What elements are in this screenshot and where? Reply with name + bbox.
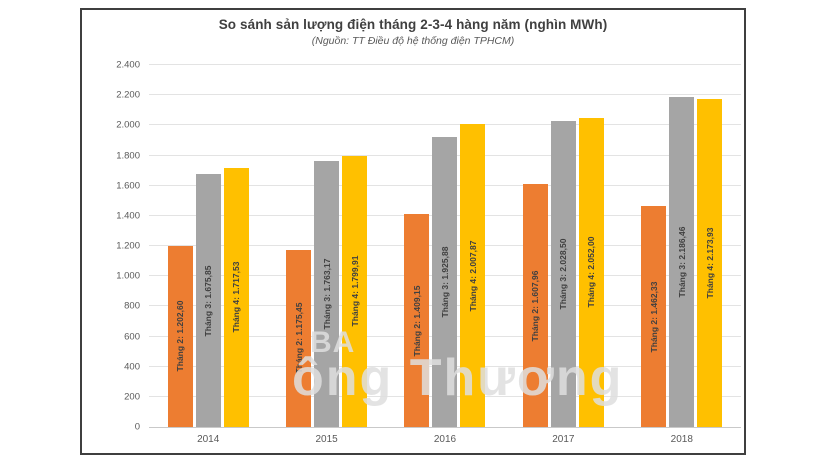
bar-label: Tháng 2: 1.462,33 (648, 281, 659, 353)
bar-tháng-3-2016: Tháng 3: 1.925,88 (432, 136, 458, 427)
gridline (149, 94, 741, 96)
plot-area: 0 200 400 600 800 1.000 1.200 1.400 1.600 1.800 2.… (116, 60, 741, 445)
bar-tháng-4-2016: Tháng 4: 2.007,87 (460, 124, 486, 427)
bar-tháng-2-2015: Tháng 2: 1.175,45 (286, 249, 312, 427)
gridline (149, 64, 741, 65)
bar-label: Tháng 2: 1.409,15 (411, 285, 422, 357)
y-tick-label: 1.200 (116, 240, 140, 252)
bar-tháng-4-2014: Tháng 4: 1.717,53 (223, 167, 249, 427)
bar-label: Tháng 4: 1.717,53 (231, 262, 242, 333)
x-tick-label-2018: 2018 (670, 434, 693, 445)
y-tick-label: 400 (124, 361, 140, 373)
bar-tháng-3-2015: Tháng 3: 1.763,17 (314, 161, 340, 427)
bar-tháng-2-2016: Tháng 2: 1.409,15 (404, 214, 430, 427)
bar-label: Tháng 4: 1.799,91 (349, 255, 360, 327)
bar-tháng-2-2018: Tháng 2: 1.462,33 (641, 206, 667, 427)
chart-frame: So sánh sản lượng điện tháng 2-3-4 hàng … (80, 8, 746, 455)
bar-tháng-3-2018: Tháng 3: 2.186,46 (669, 97, 695, 427)
bar-tháng-4-2015: Tháng 4: 1.799,91 (342, 155, 368, 427)
bar-label: Tháng 2: 1.607,96 (530, 270, 541, 342)
y-tick-label: 2.400 (116, 59, 140, 71)
bar-group-2018: Tháng 2: 1.462,33 Tháng 3: 2.186,46 Tháng … (623, 65, 741, 427)
bar-label: Tháng 4: 2.007,87 (467, 240, 478, 312)
y-tick-label: 600 (124, 331, 140, 342)
bar-group-2015: Tháng 2: 1.175,45 Tháng 3: 1.763,17 Tháng … (267, 65, 385, 427)
bar-label: Tháng 4: 2.173,93 (704, 227, 715, 299)
bar-group-2017: Tháng 2: 1.607,96 Tháng 3: 2.028,50 Tháng … (504, 65, 622, 427)
y-tick-label: 1.400 (116, 210, 140, 222)
chart-title: So sánh sản lượng điện tháng 2-3-4 hàng … (218, 17, 608, 32)
y-tick-label: 2.000 (116, 119, 140, 131)
y-tick-label: 1.800 (116, 150, 140, 161)
y-tick-label: 200 (124, 391, 140, 403)
bar-group-2014: Tháng 2: 1.202,60 Tháng 3: 1.675,85 Tháng … (149, 65, 267, 427)
bar-tháng-3-2014: Tháng 3: 1.675,85 (195, 174, 221, 427)
x-tick-label-2015: 2015 (315, 434, 338, 445)
y-tick-label: 2.200 (116, 89, 140, 101)
y-tick-label: 0 (134, 421, 140, 433)
bar-tháng-4-2017: Tháng 4: 2.052,00 (578, 117, 604, 427)
bar-label: Tháng 3: 2.186,46 (676, 226, 687, 298)
bar-label: Tháng 2: 1.175,45 (293, 302, 304, 374)
bar-label: Tháng 3: 1.675,85 (203, 265, 214, 337)
chart-subtitle: (Nguồn: TT Điều độ hệ thống điện TPHCM) (311, 35, 515, 47)
bar-group-2016: Tháng 2: 1.409,15 Tháng 3: 1.925,88 Tháng … (386, 65, 504, 427)
bar-label: Tháng 3: 1.925,88 (439, 246, 450, 318)
bar-label: Tháng 2: 1.202,60 (175, 300, 186, 372)
y-tick-label: 1.600 (116, 180, 140, 192)
x-tick-label-2017: 2017 (552, 434, 575, 445)
bar-tháng-2-2017: Tháng 2: 1.607,96 (522, 184, 548, 427)
bar-label: Tháng 4: 2.052,00 (586, 236, 597, 308)
y-tick-label: 800 (124, 300, 140, 312)
x-tick-label-2016: 2016 (433, 434, 457, 445)
bar-tháng-2-2014: Tháng 2: 1.202,60 (167, 245, 193, 427)
x-tick-label-2014: 2014 (197, 434, 220, 445)
bar-tháng-3-2017: Tháng 3: 2.028,50 (550, 121, 576, 427)
bar-label: Tháng 3: 2.028,50 (558, 238, 569, 310)
gridline (149, 124, 741, 126)
bar-tháng-4-2018: Tháng 4: 2.173,93 (697, 99, 723, 427)
bar-label: Tháng 3: 1.763,17 (321, 258, 332, 330)
y-tick-label: 1.000 (116, 270, 140, 282)
